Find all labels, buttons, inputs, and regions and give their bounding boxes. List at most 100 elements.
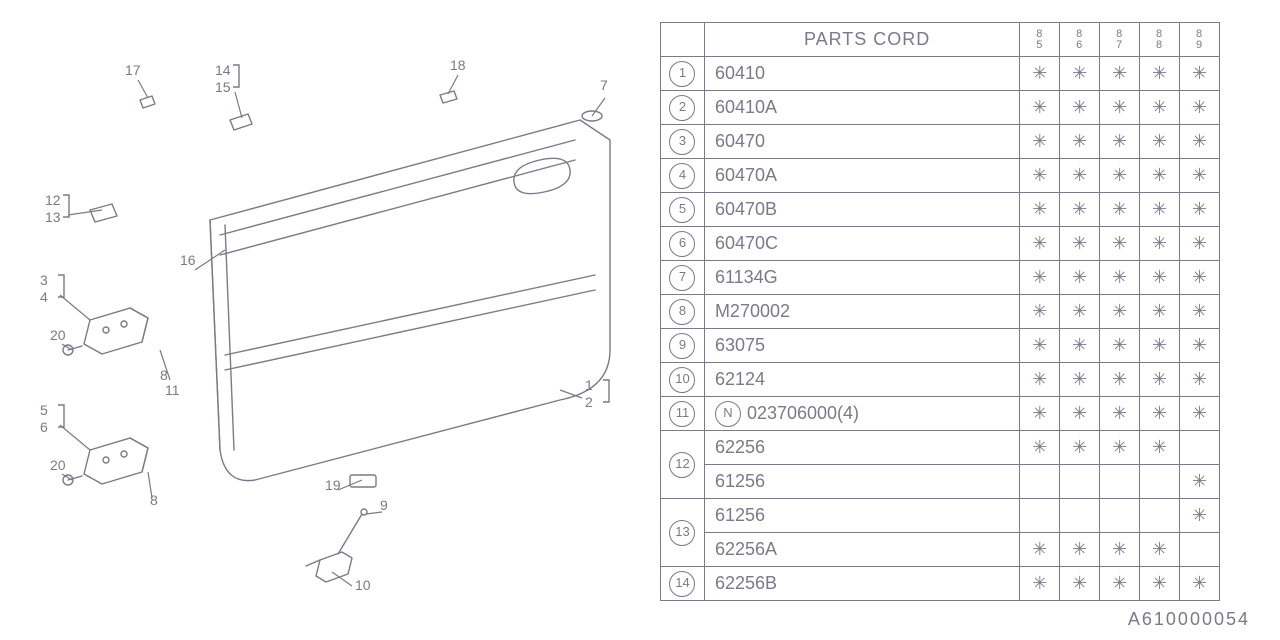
- year-mark-cell: ✳: [1060, 295, 1100, 329]
- year-mark-cell: ✳: [1140, 57, 1180, 91]
- parts-code: 61134G: [715, 267, 778, 287]
- parts-code: 60470C: [715, 233, 778, 253]
- year-mark-cell: ✳: [1100, 193, 1140, 227]
- row-number-cell: 11: [661, 397, 705, 431]
- callout-number: 10: [355, 577, 371, 593]
- year-mark-cell: ✳: [1060, 363, 1100, 397]
- year-mark-cell: ✳: [1060, 329, 1100, 363]
- year-mark-cell: ✳: [1100, 91, 1140, 125]
- y0b: 5: [1020, 40, 1059, 51]
- year-mark-cell: ✳: [1140, 261, 1180, 295]
- year-mark-cell: ✳: [1060, 125, 1100, 159]
- parts-code: 60470: [715, 131, 765, 151]
- parts-code-cell: M270002: [704, 295, 1019, 329]
- row-number-cell: 10: [661, 363, 705, 397]
- row-number-cell: 9: [661, 329, 705, 363]
- table-row: 460470A✳✳✳✳✳: [661, 159, 1220, 193]
- callout-number: 9: [380, 497, 388, 513]
- table-row: 160410✳✳✳✳✳: [661, 57, 1220, 91]
- year-mark-cell: ✳: [1180, 499, 1220, 533]
- parts-table-body: 160410✳✳✳✳✳260410A✳✳✳✳✳360470✳✳✳✳✳460470…: [661, 57, 1220, 601]
- callout-bracket: [603, 380, 609, 402]
- diagram-area: 1714151871213342016811562081219910: [20, 20, 640, 600]
- callout-number: 13: [45, 209, 61, 225]
- parts-code-cell: 62256A: [704, 533, 1019, 567]
- parts-code-cell: 62124: [704, 363, 1019, 397]
- row-number-badge: 8: [669, 299, 695, 325]
- row-number-badge: 6: [669, 231, 695, 257]
- y4b: 9: [1180, 40, 1219, 51]
- parts-code: 60470A: [715, 165, 777, 185]
- year-mark-cell: ✳: [1060, 193, 1100, 227]
- parts-code-cell: 60470B: [704, 193, 1019, 227]
- parts-code-cell: 61256: [704, 499, 1019, 533]
- header-year-2: 87: [1100, 23, 1140, 57]
- parts-table-head: PARTS CORD 85 86 87 88 89: [661, 23, 1220, 57]
- year-mark-cell: [1060, 465, 1100, 499]
- parts-code: 60470B: [715, 199, 777, 219]
- year-mark-cell: ✳: [1020, 261, 1060, 295]
- callout-bracket: [63, 195, 69, 217]
- y2a: 8: [1100, 29, 1139, 40]
- year-mark-cell: ✳: [1140, 397, 1180, 431]
- row-number-cell: 4: [661, 159, 705, 193]
- row-number-badge: 3: [669, 129, 695, 155]
- parts-code-cell: 62256: [704, 431, 1019, 465]
- year-mark-cell: ✳: [1180, 397, 1220, 431]
- row-number-cell: 13: [661, 499, 705, 567]
- callout-number: 18: [450, 57, 466, 73]
- callout-number: 15: [215, 79, 231, 95]
- year-mark-cell: ✳: [1140, 431, 1180, 465]
- year-mark-cell: ✳: [1180, 125, 1220, 159]
- year-mark-cell: [1180, 533, 1220, 567]
- year-mark-cell: ✳: [1060, 227, 1100, 261]
- diagram-svg: 1714151871213342016811562081219910: [20, 20, 640, 600]
- year-mark-cell: ✳: [1180, 465, 1220, 499]
- row-number-badge: 12: [669, 452, 695, 478]
- parts-code: 61256: [715, 505, 765, 525]
- callout-number: 3: [40, 272, 48, 288]
- year-mark-cell: ✳: [1060, 533, 1100, 567]
- header-year-1: 86: [1060, 23, 1100, 57]
- code-prefix-badge: N: [715, 401, 741, 427]
- row-number-badge: 2: [669, 95, 695, 121]
- row-number-cell: 7: [661, 261, 705, 295]
- footer-code: A610000054: [1128, 609, 1250, 630]
- callout-number: 2: [585, 394, 593, 410]
- year-mark-cell: ✳: [1020, 397, 1060, 431]
- parts-code-cell: N023706000(4): [704, 397, 1019, 431]
- year-mark-cell: ✳: [1140, 363, 1180, 397]
- table-row: 1361256✳: [661, 499, 1220, 533]
- callout-number: 1: [585, 377, 593, 393]
- year-mark-cell: [1020, 499, 1060, 533]
- parts-code: 63075: [715, 335, 765, 355]
- year-mark-cell: [1140, 465, 1180, 499]
- callout-number: 14: [215, 62, 231, 78]
- callout-number: 17: [125, 62, 141, 78]
- year-mark-cell: ✳: [1180, 227, 1220, 261]
- year-mark-cell: ✳: [1100, 159, 1140, 193]
- header-year-3: 88: [1140, 23, 1180, 57]
- table-row: 360470✳✳✳✳✳: [661, 125, 1220, 159]
- year-mark-cell: ✳: [1140, 295, 1180, 329]
- year-mark-cell: ✳: [1020, 363, 1060, 397]
- parts-code: 62256: [715, 437, 765, 457]
- header-year-4: 89: [1180, 23, 1220, 57]
- year-mark-cell: ✳: [1140, 329, 1180, 363]
- callout-bracket: [58, 405, 64, 427]
- year-mark-cell: ✳: [1060, 57, 1100, 91]
- table-row: 963075✳✳✳✳✳: [661, 329, 1220, 363]
- year-mark-cell: ✳: [1100, 431, 1140, 465]
- parts-code-cell: 60470: [704, 125, 1019, 159]
- year-mark-cell: ✳: [1100, 397, 1140, 431]
- parts-code: 60410: [715, 63, 765, 83]
- table-row: 61256✳: [661, 465, 1220, 499]
- year-mark-cell: ✳: [1140, 567, 1180, 601]
- row-number-badge: 10: [669, 367, 695, 393]
- year-mark-cell: ✳: [1060, 159, 1100, 193]
- parts-code-cell: 62256B: [704, 567, 1019, 601]
- year-mark-cell: ✳: [1020, 159, 1060, 193]
- callout-number: 16: [180, 252, 196, 268]
- callout-number: 8: [160, 367, 168, 383]
- callout-number: 12: [45, 192, 61, 208]
